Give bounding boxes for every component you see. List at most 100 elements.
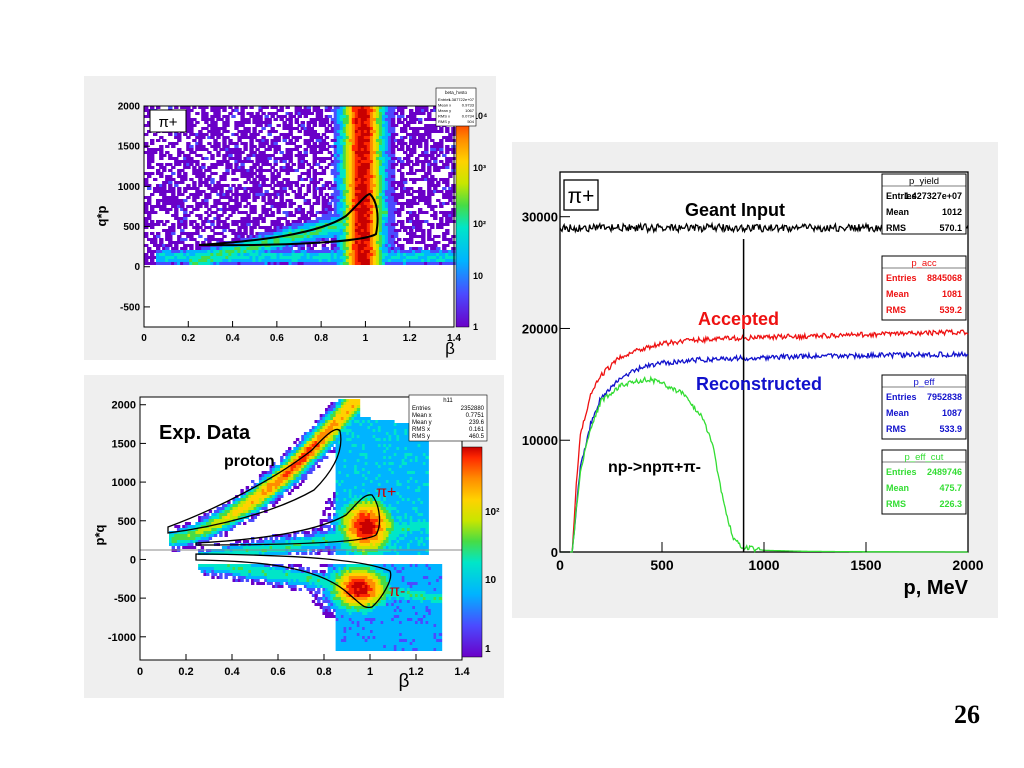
heatmap-cell (412, 262, 417, 265)
heatmap-cell (387, 226, 393, 229)
heatmap-cell (258, 139, 263, 142)
heatmap-cell (427, 181, 432, 184)
heatmap-cell (397, 121, 402, 124)
heatmap-cell (378, 187, 384, 190)
heatmap-cell (282, 259, 287, 262)
heatmap-cell (186, 262, 191, 265)
heatmap-cell (330, 262, 336, 265)
heatmap-cell (282, 211, 287, 214)
heatmap-cell (147, 115, 152, 118)
heatmap-cell (400, 250, 405, 253)
heatmap-cell (243, 540, 247, 543)
heatmap-cell (297, 262, 302, 265)
heatmap-cell (177, 181, 182, 184)
heatmap-cell (243, 211, 248, 214)
heatmap-cell (279, 193, 284, 196)
heatmap-cell (303, 447, 308, 450)
heatmap-cell (293, 447, 297, 450)
heatmap-cell (255, 157, 260, 160)
heatmap-cell (252, 121, 257, 124)
heatmap-cell (216, 262, 221, 265)
heatmap-cell (222, 121, 227, 124)
heatmap-cell (312, 250, 317, 253)
heatmap-cell (291, 169, 296, 172)
heatmap-cell (339, 148, 345, 151)
heatmap-cell (228, 187, 233, 190)
heatmap-cell (433, 163, 438, 166)
heatmap-cell (319, 456, 324, 459)
heatmap-cell (266, 573, 271, 576)
heatmap-cell (314, 552, 318, 555)
heatmap-cell (336, 118, 342, 121)
heatmap-cell (251, 519, 255, 522)
heatmap-cell (210, 172, 215, 175)
heatmap-cell (342, 217, 348, 220)
heatmap-cell (192, 525, 197, 528)
heatmap-cell (159, 163, 164, 166)
heatmap-cell (339, 193, 345, 196)
heatmap-cell (339, 205, 345, 208)
heatmap-cell (321, 238, 327, 241)
heatmap-cell (322, 513, 326, 516)
heatmap-cell (261, 136, 266, 139)
heatmap-cell (360, 115, 366, 118)
heatmap-cell (280, 495, 284, 498)
heatmap-cell (306, 462, 310, 465)
heatmap-cell (229, 567, 234, 570)
heatmap-cell (306, 211, 311, 214)
heatmap-cell (445, 184, 450, 187)
heatmap-cell (430, 163, 435, 166)
heatmap-cell (336, 208, 342, 211)
heatmap-cell (273, 160, 278, 163)
heatmap-cell (229, 504, 234, 507)
heatmap-cell (318, 139, 324, 142)
heatmap-cell (201, 172, 206, 175)
heatmap-cell (187, 531, 191, 534)
heatmap-cell (228, 250, 233, 253)
heatmap-cell (378, 262, 384, 265)
heatmap-cell (330, 247, 336, 250)
heatmap-cell (273, 256, 278, 259)
heatmap-cell (345, 169, 351, 172)
heatmap-cell (451, 190, 456, 193)
heatmap-cell (180, 247, 185, 250)
heatmap-cell (336, 214, 342, 217)
heatmap-cell (384, 187, 390, 190)
heatmap-cell (192, 172, 197, 175)
heatmap-cell (222, 229, 227, 232)
heatmap-cell (415, 109, 420, 112)
heatmap-cell (285, 178, 290, 181)
heatmap-cell (354, 196, 360, 199)
heatmap-cell (451, 163, 456, 166)
heatmap-cell (216, 256, 221, 259)
heatmap-cell (293, 579, 297, 582)
heatmap-cell (424, 127, 429, 130)
heatmap-cell (306, 250, 311, 253)
heatmap-cell (436, 256, 441, 259)
heatmap-cell (317, 465, 321, 468)
heatmap-cell (372, 115, 378, 118)
heatmap-cell (387, 163, 393, 166)
heatmap-cell (207, 241, 212, 244)
heatmap-cell (306, 256, 311, 259)
heatmap-cell (451, 127, 456, 130)
heatmap-cell (321, 133, 327, 136)
heatmap-cell (424, 259, 429, 262)
heatmap-cell (300, 214, 305, 217)
heatmap-cell (298, 462, 302, 465)
heatmap-cell (318, 115, 324, 118)
heatmap-cell (234, 247, 239, 250)
heatmap-cell (274, 501, 279, 504)
heatmap-cell (448, 241, 453, 244)
heatmap-cell (150, 193, 155, 196)
heatmap-cell (198, 253, 203, 256)
heatmap-cell (274, 537, 279, 540)
heatmap-cell (216, 142, 221, 145)
heatmap-cell (253, 492, 257, 495)
heatmap-cell (348, 115, 354, 118)
heatmap-cell (183, 259, 188, 262)
heatmap-cell (246, 217, 251, 220)
heatmap-cell (147, 202, 152, 205)
heatmap-cell (351, 196, 357, 199)
heatmap-cell (267, 241, 272, 244)
